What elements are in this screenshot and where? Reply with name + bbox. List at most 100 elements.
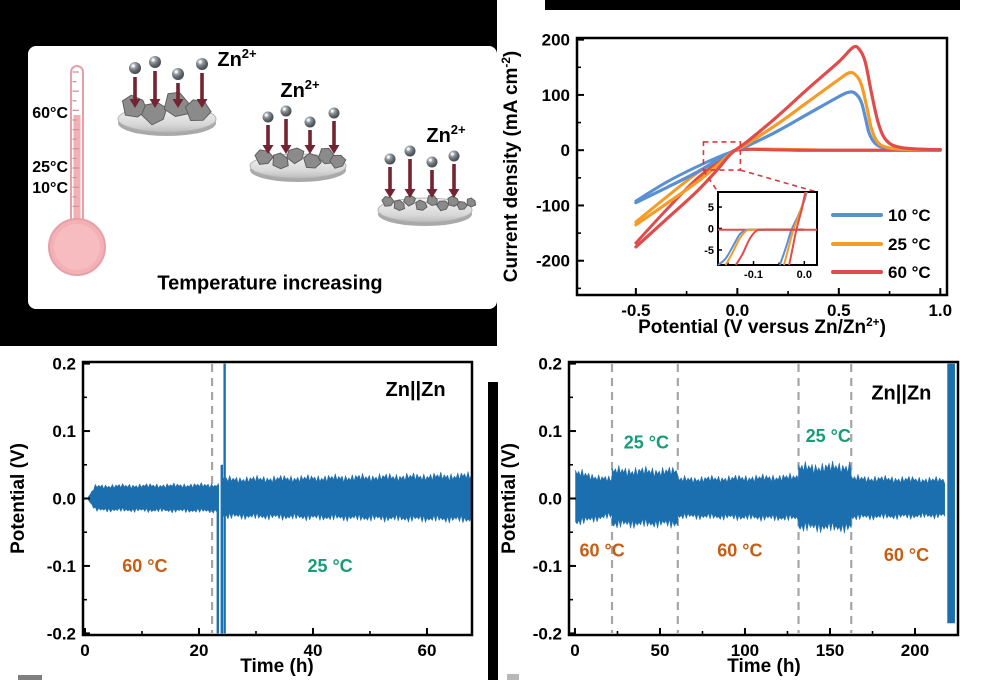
- zn-deposit-crystal: [403, 195, 416, 207]
- voltage-band-segment-1: [222, 471, 472, 524]
- deposition-arrow-head: [448, 189, 460, 198]
- deposition-arrow-shaft: [408, 159, 412, 189]
- y-tick-label: 0.0: [52, 490, 76, 509]
- y-tick-label: -0.2: [533, 624, 562, 643]
- zn-ion-sphere: [280, 105, 292, 117]
- y-tick-label: 0.0: [538, 490, 562, 509]
- voltage-band-segment-0: [88, 481, 219, 515]
- zn-ion-sphere: [426, 156, 438, 168]
- top-black-bar: [545, 0, 960, 10]
- zn-ion-sphere: [262, 111, 274, 123]
- y-tick-label: 0: [561, 141, 570, 160]
- zn-ion-sphere: [328, 107, 340, 119]
- x-tick-label: 1.0: [928, 301, 952, 320]
- zn-ion-sphere: [172, 68, 184, 80]
- zn-deposit-crystal: [286, 147, 305, 165]
- schematic-caption: Temperature increasing: [157, 272, 383, 295]
- sphere-highlight: [406, 147, 410, 151]
- sphere-highlight: [131, 64, 135, 68]
- x-tick-label: 0.5: [827, 301, 851, 320]
- cell-type-label: Zn||Zn: [871, 383, 931, 405]
- deposition-arrow-shaft: [153, 71, 157, 99]
- zn-deposit-crystal: [466, 197, 477, 208]
- zn-deposit-crystal: [329, 154, 347, 169]
- y-tick-label: 100: [542, 86, 570, 105]
- y-tick-label: 0.2: [538, 355, 562, 374]
- cv-y-axis-label: Current density (mA cm-2): [500, 51, 522, 282]
- panel-cv-chart: -0.5 0.0 0.5 1.0 200 100 0 -100 -200 Potential (V…: [500, 31, 952, 338]
- deposition-arrow-head: [304, 145, 316, 154]
- y-tick-label: -0.1: [533, 557, 562, 576]
- zn-ion-label-3: Zn2+: [426, 122, 466, 147]
- thermometer-label-25c: 25°C: [32, 159, 68, 176]
- cv-forward-sweep-1: [634, 70, 942, 227]
- cropped-label-mark-left: [18, 675, 42, 680]
- plot-frame: [575, 36, 949, 297]
- sphere-highlight: [198, 60, 202, 64]
- zn-ion-sphere: [304, 116, 316, 128]
- region-temp-label-2: 60 °C: [717, 540, 762, 560]
- zn-deposit-crystal: [272, 152, 289, 170]
- zn-deposit-crystal: [184, 99, 212, 122]
- deposition-arrow-shaft: [284, 119, 288, 145]
- x-tick-label: 0: [80, 641, 89, 660]
- x-tick-label: 200: [901, 641, 929, 660]
- region-temp-label-0: 60 °C: [122, 556, 167, 576]
- inset-x-tick-label: 0.0: [797, 269, 812, 281]
- deposition-arrow-shaft: [430, 170, 434, 189]
- sphere-highlight: [428, 158, 432, 162]
- zoom-region-box: [702, 141, 742, 171]
- voltage-band-segment-3: [798, 460, 852, 534]
- x-tick-label: 0: [570, 641, 579, 660]
- sphere-highlight: [264, 113, 268, 117]
- legend-label-0: 10 °C: [888, 206, 931, 225]
- sphere-highlight: [174, 70, 178, 74]
- zn-ion-label-2: Zn2+: [280, 77, 320, 102]
- y-tick-label: 0.1: [52, 422, 76, 441]
- x-tick-label: 150: [816, 641, 844, 660]
- zoom-connector-left: [702, 169, 719, 193]
- panel-divider-bar: [488, 382, 498, 680]
- cropped-label-mark-right: [507, 674, 519, 680]
- thermometer-fill: [73, 115, 81, 255]
- zn-deposit-crystal: [303, 152, 322, 169]
- deposition-arrow-head: [404, 189, 416, 198]
- zn-deposit-crystal: [393, 199, 406, 212]
- x-tick-label: 50: [650, 641, 669, 660]
- schematic-card: 60°C 25°C 10°C Zn2+ Zn2+ Zn2+ Temperatur…: [28, 46, 497, 309]
- voltage-band-segment-2: [677, 472, 799, 523]
- inset-x-tick-label: -0.1: [744, 269, 763, 281]
- sphere-highlight: [306, 118, 310, 122]
- deposition-arrow-head: [426, 189, 438, 198]
- deposition-arrow-shaft: [200, 73, 204, 99]
- deposition-arrow-head: [384, 189, 396, 198]
- region-temp-label-0: 60 °C: [580, 540, 625, 560]
- x-tick-label: 100: [731, 641, 759, 660]
- deposition-arrow-shaft: [308, 130, 312, 145]
- cv-x-axis-label: Potential (V versus Zn/Zn2+): [638, 316, 886, 338]
- inset-y-tick-label: 0: [708, 224, 714, 236]
- y-axis-label: Potential (V): [8, 443, 29, 554]
- legend-label-2: 60 °C: [888, 263, 931, 282]
- zn-ion-label-1: Zn2+: [217, 46, 257, 71]
- x-axis-label: Time (h): [240, 656, 314, 677]
- x-tick-label: 60: [418, 641, 437, 660]
- x-tick-label: 40: [304, 641, 323, 660]
- zn-ion-sphere: [404, 145, 416, 157]
- inset-cathodic-2: [734, 228, 805, 266]
- x-tick-label: -0.5: [621, 301, 650, 320]
- region-temp-label-4: 60 °C: [884, 545, 929, 565]
- legend-label-1: 25 °C: [888, 235, 931, 254]
- zn-ion-sphere: [149, 56, 161, 68]
- deposition-arrow-shaft: [176, 83, 180, 99]
- panel-schematic: 60°C 25°C 10°C Zn2+ Zn2+ Zn2+ Temperatur…: [0, 0, 497, 346]
- x-tick-label: 0.0: [726, 301, 750, 320]
- y-axis-label: Potential (V): [499, 443, 520, 554]
- voltage-band-segment-0: [575, 468, 613, 527]
- y-tick-label: 0.2: [52, 355, 76, 374]
- region-temp-label-1: 25 °C: [307, 556, 352, 576]
- cell-type-label: Zn||Zn: [386, 379, 446, 401]
- zn-ion-sphere: [448, 150, 460, 162]
- deposition-arrow-head: [280, 145, 292, 154]
